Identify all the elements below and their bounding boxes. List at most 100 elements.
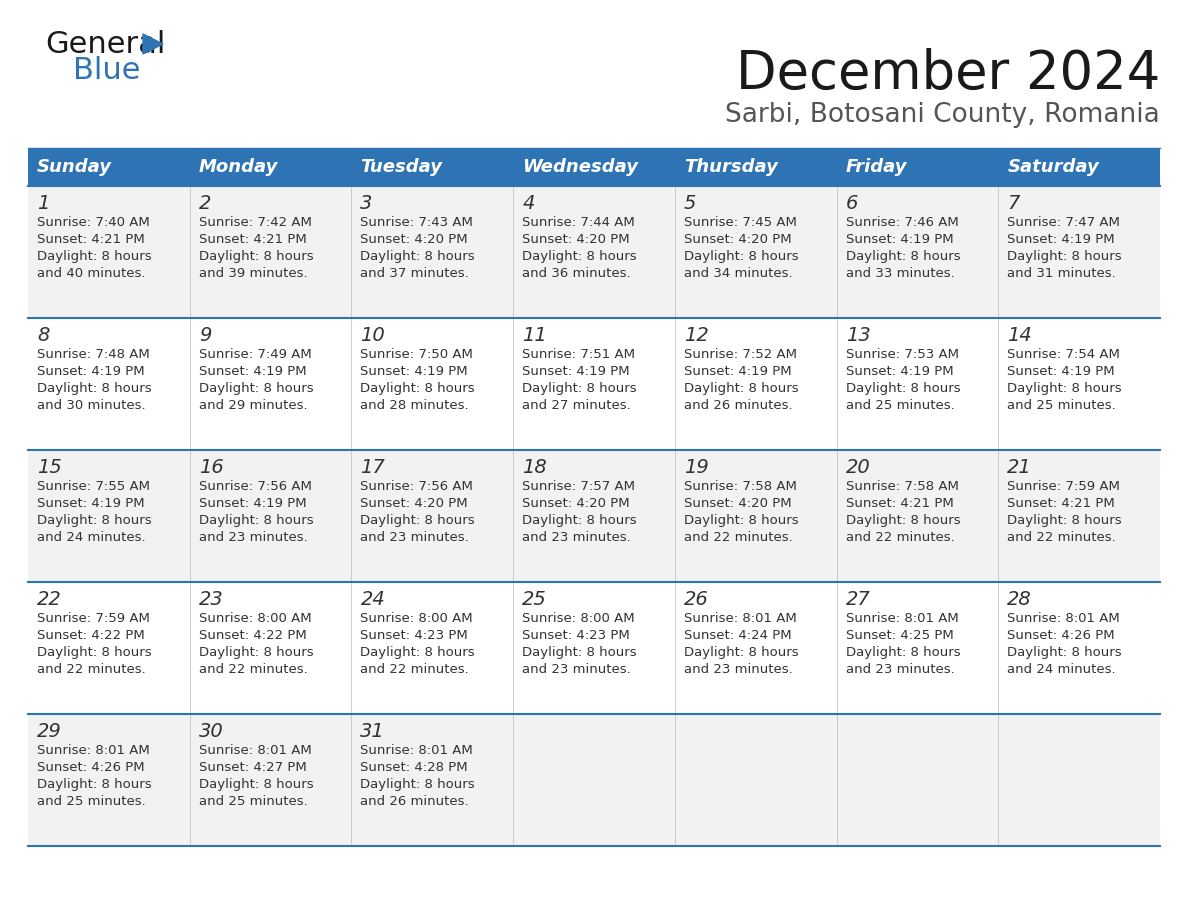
- Text: Daylight: 8 hours: Daylight: 8 hours: [37, 778, 152, 791]
- Bar: [190, 582, 352, 714]
- Text: 14: 14: [1007, 326, 1032, 345]
- Text: Sunset: 4:20 PM: Sunset: 4:20 PM: [360, 497, 468, 510]
- Bar: [836, 582, 998, 714]
- Bar: [29, 582, 190, 714]
- Text: Sunset: 4:20 PM: Sunset: 4:20 PM: [684, 233, 791, 246]
- Bar: [513, 582, 675, 714]
- Text: Sunrise: 7:53 AM: Sunrise: 7:53 AM: [846, 348, 959, 361]
- Text: Sunset: 4:21 PM: Sunset: 4:21 PM: [1007, 497, 1116, 510]
- Text: Sunrise: 7:44 AM: Sunrise: 7:44 AM: [523, 216, 634, 229]
- Text: Daylight: 8 hours: Daylight: 8 hours: [846, 514, 960, 527]
- Text: and 23 minutes.: and 23 minutes.: [846, 663, 954, 676]
- Bar: [998, 714, 1159, 846]
- Text: Daylight: 8 hours: Daylight: 8 hours: [198, 778, 314, 791]
- Text: 20: 20: [846, 458, 871, 477]
- Text: Daylight: 8 hours: Daylight: 8 hours: [198, 382, 314, 395]
- Bar: [675, 148, 836, 186]
- Text: Sunset: 4:23 PM: Sunset: 4:23 PM: [523, 629, 630, 642]
- Text: and 23 minutes.: and 23 minutes.: [523, 531, 631, 544]
- Text: Sunset: 4:22 PM: Sunset: 4:22 PM: [198, 629, 307, 642]
- Bar: [190, 186, 352, 318]
- Text: Daylight: 8 hours: Daylight: 8 hours: [684, 382, 798, 395]
- Text: Sunset: 4:19 PM: Sunset: 4:19 PM: [523, 365, 630, 378]
- Text: and 22 minutes.: and 22 minutes.: [684, 531, 792, 544]
- Text: 19: 19: [684, 458, 708, 477]
- Text: and 23 minutes.: and 23 minutes.: [360, 531, 469, 544]
- Bar: [998, 318, 1159, 450]
- Bar: [190, 148, 352, 186]
- Bar: [190, 714, 352, 846]
- Text: 12: 12: [684, 326, 708, 345]
- Bar: [352, 186, 513, 318]
- Text: Daylight: 8 hours: Daylight: 8 hours: [846, 382, 960, 395]
- Bar: [675, 186, 836, 318]
- Bar: [352, 450, 513, 582]
- Text: Sunrise: 7:45 AM: Sunrise: 7:45 AM: [684, 216, 797, 229]
- Text: 22: 22: [37, 590, 62, 609]
- Text: Sunset: 4:20 PM: Sunset: 4:20 PM: [360, 233, 468, 246]
- Text: Saturday: Saturday: [1007, 158, 1099, 176]
- Text: Daylight: 8 hours: Daylight: 8 hours: [360, 778, 475, 791]
- Text: Daylight: 8 hours: Daylight: 8 hours: [37, 646, 152, 659]
- Text: 3: 3: [360, 194, 373, 213]
- Text: Sunrise: 8:01 AM: Sunrise: 8:01 AM: [37, 744, 150, 757]
- Text: Sunrise: 7:47 AM: Sunrise: 7:47 AM: [1007, 216, 1120, 229]
- Text: Sunrise: 7:57 AM: Sunrise: 7:57 AM: [523, 480, 636, 493]
- Text: 30: 30: [198, 722, 223, 741]
- Bar: [836, 148, 998, 186]
- Text: Daylight: 8 hours: Daylight: 8 hours: [37, 514, 152, 527]
- Text: 24: 24: [360, 590, 385, 609]
- Text: 25: 25: [523, 590, 546, 609]
- Text: Sunset: 4:26 PM: Sunset: 4:26 PM: [37, 761, 145, 774]
- Bar: [836, 186, 998, 318]
- Bar: [836, 714, 998, 846]
- Text: and 24 minutes.: and 24 minutes.: [37, 531, 146, 544]
- Text: Sunset: 4:22 PM: Sunset: 4:22 PM: [37, 629, 145, 642]
- Text: and 25 minutes.: and 25 minutes.: [846, 399, 954, 412]
- Text: 1: 1: [37, 194, 50, 213]
- Text: Sunrise: 8:01 AM: Sunrise: 8:01 AM: [1007, 612, 1120, 625]
- Bar: [513, 714, 675, 846]
- Text: Sunset: 4:19 PM: Sunset: 4:19 PM: [198, 365, 307, 378]
- Text: December 2024: December 2024: [735, 48, 1159, 100]
- Text: and 30 minutes.: and 30 minutes.: [37, 399, 146, 412]
- Text: 16: 16: [198, 458, 223, 477]
- Bar: [190, 318, 352, 450]
- Text: Daylight: 8 hours: Daylight: 8 hours: [684, 646, 798, 659]
- Text: Sunrise: 7:59 AM: Sunrise: 7:59 AM: [1007, 480, 1120, 493]
- Text: Sunrise: 7:43 AM: Sunrise: 7:43 AM: [360, 216, 473, 229]
- Text: 5: 5: [684, 194, 696, 213]
- Text: Sunrise: 7:58 AM: Sunrise: 7:58 AM: [846, 480, 959, 493]
- Text: Daylight: 8 hours: Daylight: 8 hours: [37, 382, 152, 395]
- Text: Daylight: 8 hours: Daylight: 8 hours: [684, 250, 798, 263]
- Text: Sunrise: 8:01 AM: Sunrise: 8:01 AM: [198, 744, 311, 757]
- Text: Sunset: 4:26 PM: Sunset: 4:26 PM: [1007, 629, 1114, 642]
- Text: Daylight: 8 hours: Daylight: 8 hours: [360, 646, 475, 659]
- Text: 31: 31: [360, 722, 385, 741]
- Bar: [29, 318, 190, 450]
- Text: and 25 minutes.: and 25 minutes.: [37, 795, 146, 808]
- Bar: [29, 186, 190, 318]
- Text: Daylight: 8 hours: Daylight: 8 hours: [523, 250, 637, 263]
- Text: 18: 18: [523, 458, 546, 477]
- Text: Sunrise: 8:00 AM: Sunrise: 8:00 AM: [523, 612, 634, 625]
- Bar: [675, 582, 836, 714]
- Text: 26: 26: [684, 590, 708, 609]
- Text: Daylight: 8 hours: Daylight: 8 hours: [523, 646, 637, 659]
- Text: and 33 minutes.: and 33 minutes.: [846, 267, 954, 280]
- Bar: [998, 450, 1159, 582]
- Text: Thursday: Thursday: [684, 158, 778, 176]
- Text: Sunrise: 7:56 AM: Sunrise: 7:56 AM: [198, 480, 311, 493]
- Text: Sunrise: 7:50 AM: Sunrise: 7:50 AM: [360, 348, 473, 361]
- Text: Sunrise: 7:54 AM: Sunrise: 7:54 AM: [1007, 348, 1120, 361]
- Bar: [836, 318, 998, 450]
- Text: Blue: Blue: [72, 56, 140, 85]
- Text: Daylight: 8 hours: Daylight: 8 hours: [523, 514, 637, 527]
- Bar: [513, 318, 675, 450]
- Text: Sunrise: 7:59 AM: Sunrise: 7:59 AM: [37, 612, 150, 625]
- Text: Daylight: 8 hours: Daylight: 8 hours: [198, 250, 314, 263]
- Bar: [675, 714, 836, 846]
- Text: Daylight: 8 hours: Daylight: 8 hours: [37, 250, 152, 263]
- Text: Daylight: 8 hours: Daylight: 8 hours: [198, 514, 314, 527]
- Text: Sunrise: 7:52 AM: Sunrise: 7:52 AM: [684, 348, 797, 361]
